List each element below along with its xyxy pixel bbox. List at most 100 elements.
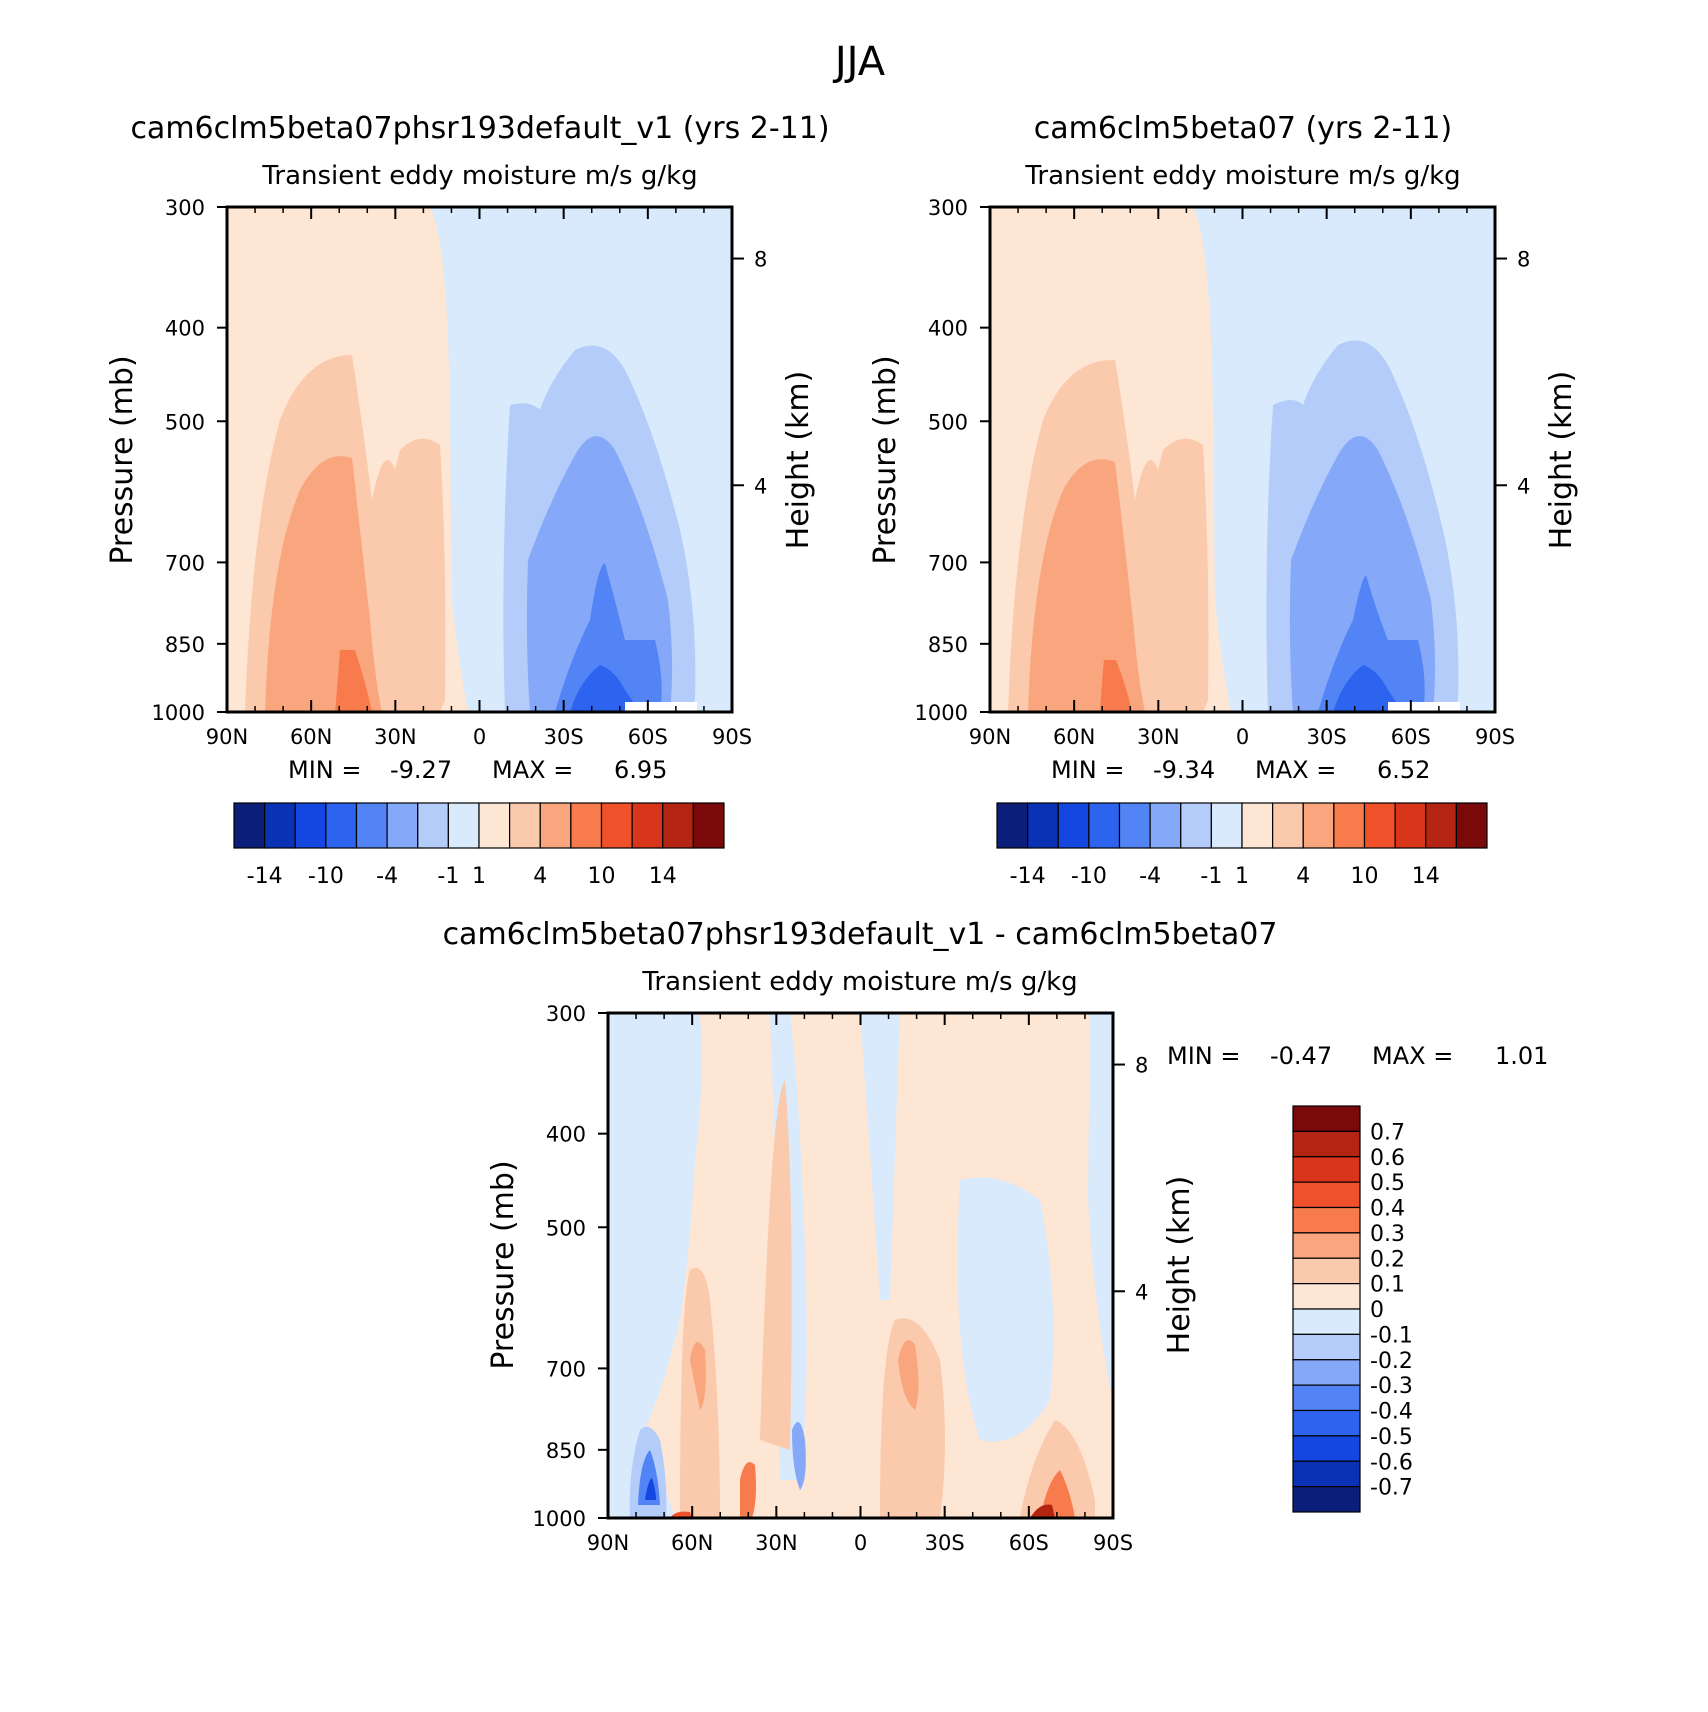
- panel-3-colorbar-swatch: [1292, 1257, 1361, 1285]
- panel-3-colorbar-swatch: [1292, 1283, 1361, 1310]
- panel-3-colorbar-swatch: [1292, 1181, 1361, 1209]
- panel-3-contour-positive-10: [670, 1511, 692, 1518]
- panel-3-colorbar-swatch: [1292, 1409, 1361, 1437]
- panel-3-colorbar-label: -0.3: [1370, 1374, 1413, 1399]
- panel-1-colorbar-label: -14: [247, 864, 283, 889]
- panel-3-contour-positive-2: [760, 1080, 792, 1450]
- panel-3-colorbar-swatch: [1292, 1435, 1361, 1462]
- panel-1-colorbar-label: 14: [649, 864, 677, 889]
- panel-3-contour-positive-9: [1030, 1504, 1055, 1518]
- panel-2: cam6clm5beta07 (yrs 2-11) Transient eddy…: [868, 111, 1579, 889]
- panel-2-colorbar-swatch: [1241, 802, 1274, 849]
- panel-3-colorbar-label: -0.1: [1370, 1323, 1413, 1348]
- panel-3-x-tick-label: 30S: [925, 1531, 965, 1555]
- panel-1-colorbar-label: -1: [437, 864, 459, 889]
- panel-2-colorbar-swatch: [1210, 802, 1243, 849]
- panel-1-x-tick-label: 90N: [206, 725, 248, 749]
- panel-3-colorbar: 0.70.60.50.40.30.20.10-0.1-0.2-0.3-0.4-0…: [1292, 1105, 1413, 1513]
- panel-1-colorbar-swatch: [386, 802, 419, 849]
- panel-1-colorbar-swatch: [509, 802, 541, 849]
- panel-1: cam6clm5beta07phsr193default_v1 (yrs 2-1…: [105, 111, 830, 889]
- panel-1-colorbar-label: -4: [376, 864, 398, 889]
- panel-1-colorbar-swatch: [692, 802, 725, 849]
- panel-3-colorbar-label: 0.7: [1370, 1120, 1405, 1145]
- panel-1-colorbar-swatch: [294, 802, 327, 849]
- panel-3-axes: 90N 60N 30N 0 30S 60S 90S 300 400 500 700 850 1000 8 4: [533, 1002, 1149, 1555]
- panel-3-contour-negative-east: [957, 1177, 1054, 1442]
- panel-1-ylabel-right: Height (km): [781, 371, 816, 550]
- panel-1-colorbar: -14 -10 -4 -1 1 4 10 14: [233, 802, 725, 889]
- panel-1-contour-negative-4: [570, 665, 640, 712]
- panel-3-colorbar-swatch: [1292, 1460, 1361, 1488]
- panel-2-x-tick-label: 90N: [969, 725, 1011, 749]
- panel-2-y-right-tick-label: 4: [1517, 474, 1530, 498]
- panel-1-ylabel: Pressure (mb): [105, 355, 140, 564]
- panel-1-min-label: MIN =: [288, 756, 361, 784]
- panel-3-colorbar-swatch: [1292, 1156, 1361, 1183]
- panel-1-colorbar-swatch: [539, 802, 572, 849]
- panel-3-contour-positive-3: [880, 1318, 945, 1518]
- panel-2-colorbar-swatch: [1272, 802, 1304, 849]
- panel-3-x-tick-label: 90N: [587, 1531, 629, 1555]
- panel-3-ylabel-right: Height (km): [1162, 1176, 1197, 1355]
- panel-3-y-tick-label: 1000: [533, 1507, 586, 1531]
- panel-2-colorbar-swatch: [1425, 802, 1457, 849]
- panel-2-colorbar-swatch: [1333, 802, 1366, 849]
- panel-1-x-tick-label: 90S: [712, 725, 752, 749]
- panel-3-contour-negative-4: [645, 1478, 656, 1500]
- panel-1-plot-area: [225, 205, 734, 714]
- panel-1-contour-negative-3: [555, 563, 662, 712]
- panel-3-y-tick-label: 400: [546, 1123, 586, 1147]
- panel-1-colorbar-swatch: [233, 802, 266, 849]
- panel-2-max-label: MAX =: [1255, 756, 1336, 784]
- panel-2-colorbar-swatch: [1149, 802, 1182, 849]
- panel-1-x-tick-label: 60N: [290, 725, 332, 749]
- panel-3-colorbar-label: 0.3: [1370, 1222, 1405, 1247]
- panel-1-axes: 90N 60N 30N 0 30S 60S 90S 300 400 500 700 850 1000 8 4: [152, 196, 768, 749]
- panel-1-colorbar-label: -10: [308, 864, 344, 889]
- panel-1-colorbar-swatch: [447, 802, 480, 849]
- panel-2-contour-negative-3: [1318, 575, 1425, 712]
- panel-2-colorbar-label: -14: [1010, 864, 1046, 889]
- panel-1-x-tick-label: 30S: [544, 725, 584, 749]
- panel-3-colorbar-label: -0.4: [1370, 1400, 1413, 1425]
- panel-1-title: cam6clm5beta07phsr193default_v1 (yrs 2-1…: [130, 111, 829, 146]
- panel-3-min-label: MIN =: [1167, 1042, 1240, 1070]
- panel-1-colorbar-swatch: [631, 802, 664, 849]
- panel-3-colorbar-label: 0.1: [1370, 1273, 1405, 1298]
- panel-1-x-tick-label: 0: [473, 725, 486, 749]
- panel-1-colorbar-swatch: [600, 802, 633, 849]
- panel-1-y-tick-label: 500: [165, 410, 205, 434]
- panel-3-max-value: 1.01: [1495, 1042, 1548, 1070]
- panel-3-contour-negative-mid2: [860, 1013, 900, 1300]
- panel-1-colorbar-swatch: [325, 802, 358, 849]
- panel-3-colorbar-swatch: [1292, 1105, 1361, 1132]
- panel-1-y-tick-label: 300: [165, 196, 205, 220]
- panel-2-colorbar-label: 14: [1412, 864, 1440, 889]
- panel-2-colorbar-swatch: [1027, 802, 1059, 849]
- panel-2-plot-area: [988, 205, 1497, 714]
- panel-2-ylabel-right: Height (km): [1544, 371, 1579, 550]
- panel-1-subtitle: Transient eddy moisture m/s g/kg: [261, 161, 697, 191]
- panel-2-missing-data: [1388, 702, 1460, 712]
- panel-1-x-tick-label: 60S: [628, 725, 668, 749]
- panel-2-colorbar-swatch: [1363, 802, 1396, 849]
- panel-1-missing-data: [625, 702, 697, 712]
- panel-3-colorbar-label: -0.7: [1370, 1476, 1413, 1501]
- panel-2-colorbar-label: -4: [1139, 864, 1161, 889]
- panel-2-colorbar-label: 10: [1351, 864, 1379, 889]
- panel-3-colorbar-swatch: [1292, 1359, 1361, 1386]
- panel-3-max-label: MAX =: [1372, 1042, 1453, 1070]
- panel-3-y-tick-label: 300: [546, 1002, 586, 1026]
- panel-1-contour-positive-3: [265, 456, 382, 712]
- panel-3-colorbar-label: -0.5: [1370, 1425, 1413, 1450]
- panel-2-colorbar-swatch: [1118, 802, 1151, 849]
- panel-2-colorbar-swatch: [1302, 802, 1335, 849]
- panel-1-colorbar-swatch: [264, 802, 296, 849]
- panel-2-colorbar-swatch: [996, 802, 1029, 849]
- panel-1-min-value: -9.27: [390, 756, 452, 784]
- panel-3-title: cam6clm5beta07phsr193default_v1 - cam6cl…: [443, 917, 1278, 952]
- panel-2-y-right-tick-label: 8: [1517, 248, 1530, 272]
- panel-2-colorbar-label: 4: [1296, 864, 1310, 889]
